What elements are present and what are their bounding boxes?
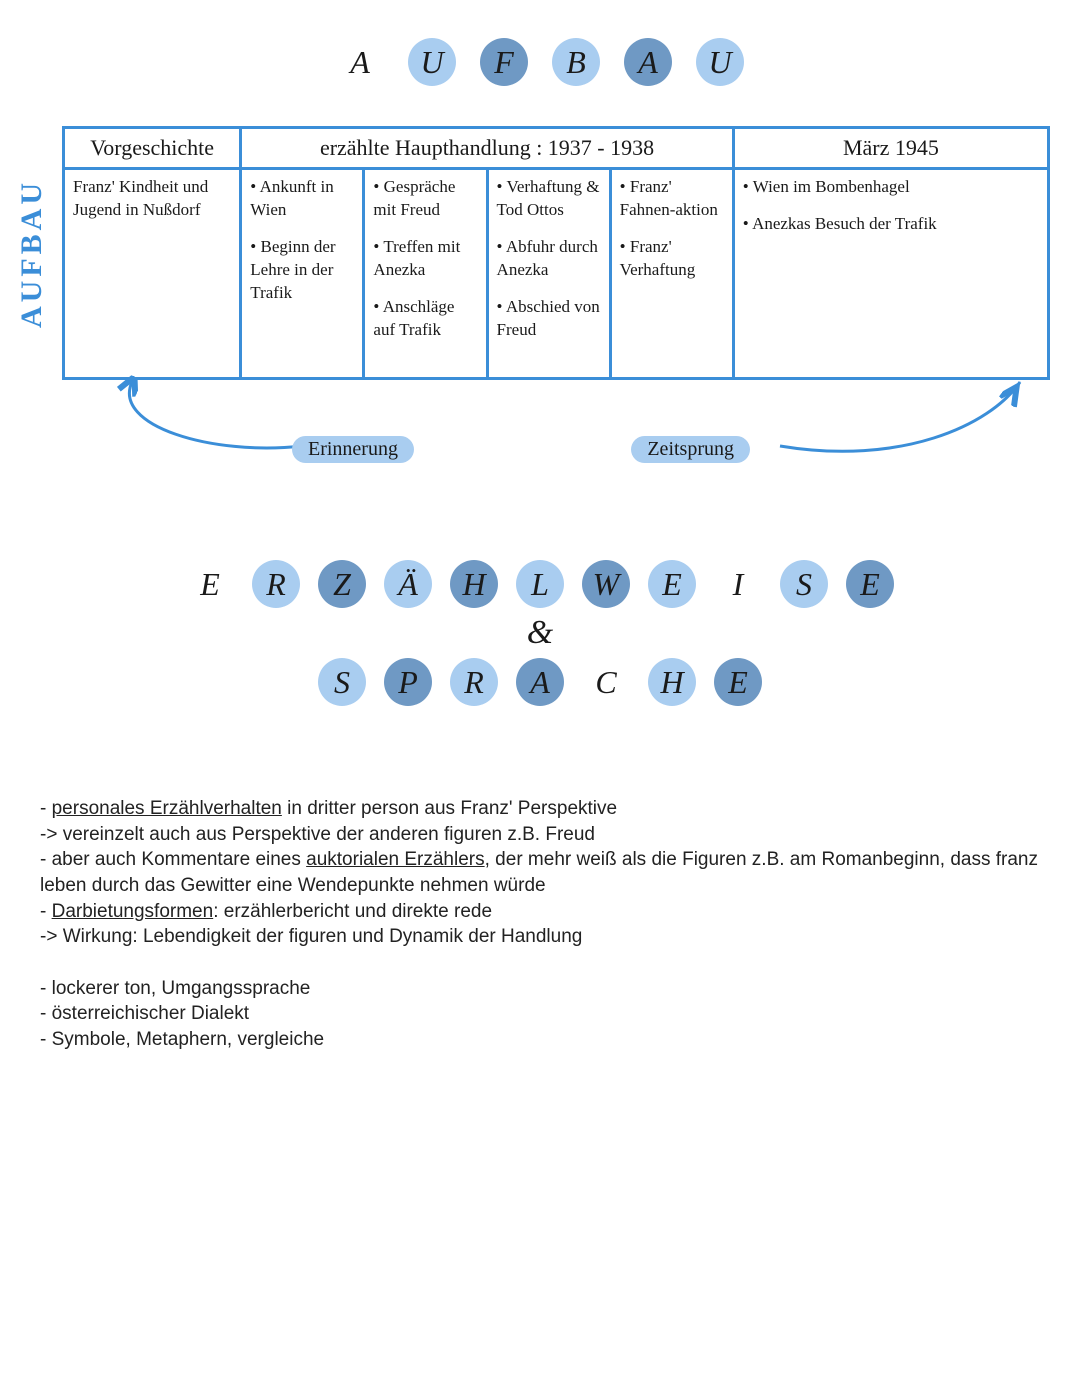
timeline-header: Vorgeschichte <box>64 128 241 169</box>
note-line: -> Wirkung: Lebendigkeit der figuren und… <box>40 924 1040 950</box>
note-line: - lockerer ton, Umgangssprache <box>40 976 1040 1002</box>
title-letter: W <box>582 560 630 608</box>
timeline-table-wrap: AUFBAU Vorgeschichteerzählte Haupthandlu… <box>62 126 1050 380</box>
timeline-item: Wien im Bombenhagel <box>743 176 1039 199</box>
note-line: - personales Erzählverhalten in dritter … <box>40 796 1040 822</box>
title-letter: H <box>648 658 696 706</box>
timeline-cell: Ankunft in Wien Beginn der Lehre in der T… <box>241 169 364 379</box>
title-letter: F <box>480 38 528 86</box>
timeline-cell: Verhaftung & Tod Ottos Abfuhr durch Anezk… <box>487 169 610 379</box>
note-line: -> vereinzelt auch aus Perspektive der a… <box>40 822 1040 848</box>
title-letter: I <box>714 560 762 608</box>
pill-zeitsprung-label: Zeitsprung <box>647 438 734 460</box>
timeline-item: Anschläge auf Trafik <box>373 296 477 342</box>
notes-block-1: - personales Erzählverhalten in dritter … <box>40 796 1040 950</box>
title-letter: E <box>186 560 234 608</box>
timeline-item: Franz' Verhaftung <box>620 236 724 282</box>
timeline-header: März 1945 <box>733 128 1048 169</box>
pill-zeitsprung: Zeitsprung <box>631 436 750 463</box>
timeline-item: Abschied von Freud <box>497 296 601 342</box>
notes-section: - personales Erzählverhalten in dritter … <box>40 796 1040 1053</box>
title-letter: U <box>408 38 456 86</box>
title-letter: A <box>624 38 672 86</box>
timeline-item: Verhaftung & Tod Ottos <box>497 176 601 222</box>
under-table-annotations: Erinnerung Zeitsprung <box>62 380 1050 500</box>
note-line: - Darbietungsformen: erzählerbericht und… <box>40 899 1040 925</box>
side-label-aufbau: AUFBAU <box>10 126 54 380</box>
notes-block-2: - lockerer ton, Umgangssprache- österrei… <box>40 976 1040 1053</box>
timeline-table: Vorgeschichteerzählte Haupthandlung : 19… <box>62 126 1050 380</box>
timeline-item: Beginn der Lehre in der Trafik <box>250 236 354 305</box>
timeline-item: Anezkas Besuch der Trafik <box>743 213 1039 236</box>
title-letter: A <box>516 658 564 706</box>
title-letter: Ä <box>384 560 432 608</box>
title-letter: B <box>552 38 600 86</box>
title-letter: E <box>846 560 894 608</box>
title-erzaehlweise: ERZÄHLWEISE <box>10 560 1070 608</box>
side-label-text: AUFBAU <box>15 179 49 328</box>
pill-erinnerung: Erinnerung <box>292 436 414 463</box>
title-letter: Z <box>318 560 366 608</box>
title-letter: S <box>780 560 828 608</box>
title-letter: A <box>336 38 384 86</box>
timeline-cell: Franz' Kindheit und Jugend in Nußdorf <box>64 169 241 379</box>
arrow-zeitsprung <box>720 376 1040 476</box>
timeline-item: Treffen mit Anezka <box>373 236 477 282</box>
title-letter: U <box>696 38 744 86</box>
timeline-cell: Wien im Bombenhagel Anezkas Besuch der Tr… <box>733 169 1048 379</box>
timeline-item: Abfuhr durch Anezka <box>497 236 601 282</box>
timeline-header: erzählte Haupthandlung : 1937 - 1938 <box>241 128 734 169</box>
title-letter: C <box>582 658 630 706</box>
title-letter: L <box>516 560 564 608</box>
title-letter: H <box>450 560 498 608</box>
timeline-item: Gespräche mit Freud <box>373 176 477 222</box>
timeline-item: Franz' Fahnen-aktion <box>620 176 724 222</box>
title-letter: P <box>384 658 432 706</box>
title-sprache: SPRACHE <box>10 658 1070 706</box>
timeline-cell: Gespräche mit Freud Treffen mit Anezka Ans… <box>364 169 487 379</box>
pill-erinnerung-label: Erinnerung <box>308 438 398 460</box>
note-line: - Symbole, Metaphern, vergleiche <box>40 1027 1040 1053</box>
title-letter: R <box>450 658 498 706</box>
note-line: - aber auch Kommentare eines auktorialen… <box>40 847 1040 898</box>
title-aufbau: AUFBAU <box>10 38 1070 86</box>
title-letter: E <box>648 560 696 608</box>
title-letter: R <box>252 560 300 608</box>
timeline-item: Ankunft in Wien <box>250 176 354 222</box>
note-line: - österreichischer Dialekt <box>40 1001 1040 1027</box>
title-letter: E <box>714 658 762 706</box>
ampersand: & <box>10 614 1070 652</box>
timeline-cell: Franz' Fahnen-aktion Franz' Verhaftung <box>610 169 733 379</box>
title-letter: S <box>318 658 366 706</box>
title-erzaehlweise-sprache: ERZÄHLWEISE & SPRACHE <box>10 560 1070 706</box>
